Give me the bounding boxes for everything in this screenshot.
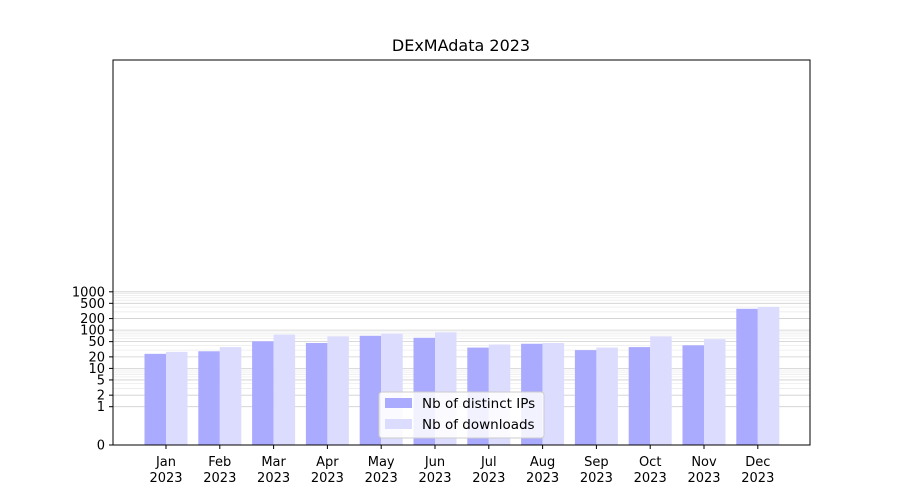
y-tick-label: 2 [97, 389, 105, 404]
bar-series-1 [166, 351, 188, 445]
legend-box [378, 391, 545, 439]
bar-series-0 [736, 308, 758, 445]
x-tick-label-year: 2023 [634, 471, 667, 486]
chart-title: DExMAdata 2023 [392, 36, 530, 55]
x-tick-label-year: 2023 [149, 471, 182, 486]
x-tick-label-year: 2023 [687, 471, 720, 486]
legend-label: Nb of downloads [422, 417, 535, 433]
x-tick-label-month: Aug [530, 455, 555, 470]
legend-swatch [385, 419, 412, 429]
x-tick-label-year: 2023 [257, 471, 290, 486]
x-tick-label-year: 2023 [472, 471, 505, 486]
bar-series-0 [144, 353, 166, 445]
x-axis: Jan2023Feb2023Mar2023Apr2023May2023Jun20… [149, 445, 774, 486]
x-tick-label-year: 2023 [203, 471, 236, 486]
bar-series-1 [273, 334, 296, 445]
legend: Nb of distinct IPs Nb of downloads [378, 391, 545, 439]
bar-series-0 [682, 345, 704, 445]
y-tick-label: 200 [80, 312, 105, 327]
bar-series-0 [574, 350, 597, 445]
y-tick-label: 1000 [72, 285, 105, 300]
bar-series-0 [198, 351, 220, 445]
y-tick-label: 10 [88, 362, 105, 377]
x-tick-label-month: Oct [639, 455, 661, 470]
y-tick-label: 500 [80, 297, 105, 312]
x-tick-label-month: Jun [424, 455, 445, 470]
y-tick-label: 0 [97, 439, 105, 454]
x-tick-label-month: Nov [691, 455, 717, 470]
x-tick-label-year: 2023 [526, 471, 559, 486]
bar-series-1 [542, 343, 565, 445]
bar-series-1 [596, 347, 618, 445]
y-tick-label: 100 [80, 324, 105, 339]
legend-swatch [385, 398, 412, 408]
y-tick-label: 50 [88, 335, 105, 350]
bar-series-0 [628, 347, 651, 445]
x-tick-label-month: Feb [208, 455, 231, 470]
legend-label: Nb of distinct IPs [422, 396, 535, 412]
x-tick-label-year: 2023 [418, 471, 451, 486]
y-tick-label: 1 [97, 400, 105, 415]
plot-frame [112, 59, 811, 446]
x-tick-label-month: Sep [584, 455, 609, 470]
bar-series-1 [219, 347, 242, 445]
x-tick-label-year: 2023 [741, 471, 774, 486]
x-tick-label-month: Apr [316, 455, 339, 470]
bar-series-1 [650, 336, 672, 445]
bar-series-1 [327, 336, 349, 445]
x-tick-label-month: Jul [480, 455, 497, 470]
x-tick-label-year: 2023 [311, 471, 344, 486]
x-tick-label-month: Mar [261, 455, 286, 470]
x-tick-label-month: May [368, 455, 395, 470]
x-tick-label-year: 2023 [365, 471, 398, 486]
bar-series-0 [359, 335, 382, 445]
x-tick-label-month: Dec [745, 455, 770, 470]
bar-series-1 [704, 339, 726, 445]
bar-series-0 [252, 341, 274, 445]
y-tick-label: 5 [97, 373, 105, 388]
bar-series-1 [757, 307, 780, 445]
x-tick-label-year: 2023 [580, 471, 613, 486]
x-tick-label-month: Jan [155, 455, 176, 470]
y-tick-label: 20 [88, 350, 105, 365]
bar-series-0 [305, 343, 328, 445]
